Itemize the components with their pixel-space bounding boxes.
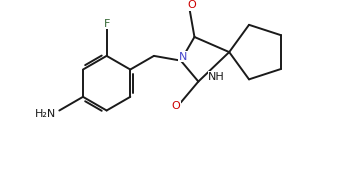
Text: O: O [172, 101, 180, 111]
Text: H₂N: H₂N [35, 109, 56, 119]
Text: N: N [179, 52, 187, 62]
Text: F: F [103, 19, 110, 29]
Text: O: O [187, 0, 196, 10]
Text: NH: NH [208, 71, 225, 82]
